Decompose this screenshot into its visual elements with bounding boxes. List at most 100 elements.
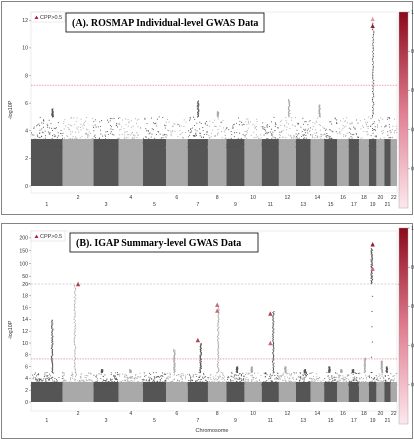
pb-snp-point [51, 384, 54, 386]
pb-snp-point [295, 372, 297, 374]
pa-snp-point [247, 129, 249, 132]
pa-chr-13-band [295, 139, 311, 186]
pb-snp-point [210, 384, 212, 387]
pa-snp-point [65, 125, 67, 127]
pa-snp-point [302, 134, 304, 136]
pa-snp-point [179, 139, 182, 141]
pa-snp-point [235, 122, 238, 124]
pb-snp-point [200, 378, 203, 381]
pa-snp-point [247, 141, 249, 143]
pb-snp-point [51, 368, 53, 370]
pa-snp-point [260, 134, 262, 136]
pb-snp-point [99, 383, 101, 385]
pb-snp-point [62, 372, 64, 374]
pb-snp-point [186, 373, 188, 375]
pb-chr-9-points [226, 366, 245, 402]
pb-snp-point [129, 369, 131, 371]
pa-snp-point [369, 144, 371, 146]
pa-chr-15-band [324, 139, 338, 186]
pa-snp-point [68, 128, 70, 130]
pa-snp-point [182, 140, 184, 142]
pb-snp-point [256, 380, 258, 382]
pa-snp-point [226, 127, 228, 129]
pb-snp-point [74, 302, 76, 304]
pa-snp-point [174, 123, 176, 125]
pb-snp-point [115, 378, 117, 380]
pb-snp-point [74, 354, 76, 356]
pa-snp-point [135, 122, 138, 124]
pa-snp-point [196, 105, 198, 107]
pb-snp-point [167, 376, 169, 378]
pb-snp-point [305, 383, 307, 385]
pa-snp-point [154, 142, 156, 144]
pa-snp-point [209, 138, 211, 141]
pb-snp-point [172, 384, 175, 386]
pa-snp-point [223, 145, 226, 147]
pb-snp-point [74, 311, 76, 313]
pa-snp-point [184, 142, 186, 144]
pa-snp-point [200, 136, 203, 138]
pb-snp-point [242, 383, 244, 386]
pa-snp-point [376, 146, 378, 148]
pb-snp-point [272, 319, 274, 321]
pb-snp-point [168, 383, 171, 385]
pa-snp-point [226, 140, 228, 142]
pa-snp-point [47, 131, 49, 133]
pa-snp-point [136, 119, 138, 121]
pa-snp-point [297, 138, 299, 140]
pa-snp-point [287, 144, 289, 146]
pa-snp-point [170, 140, 172, 142]
pb-snp-point [321, 383, 323, 385]
pa-snp-point [279, 134, 281, 136]
pa-chr-label-8: 8 [216, 195, 219, 201]
pa-snp-point [40, 144, 42, 146]
pa-chr-19-points [368, 22, 377, 186]
pb-snp-point [288, 381, 290, 383]
pb-snp-point [238, 373, 240, 375]
pa-snp-point [64, 145, 66, 147]
pa-snp-point [33, 126, 35, 128]
pb-snp-point [274, 374, 276, 377]
pa-snp-point [148, 139, 151, 141]
pa-snp-point [44, 137, 47, 139]
pb-snp-point [68, 382, 70, 384]
pb-snp-point [232, 380, 234, 382]
pa-snp-point [371, 51, 374, 53]
pb-snp-point [153, 376, 155, 378]
pa-snp-point [224, 135, 226, 137]
pa-snp-point [53, 145, 55, 147]
pa-snp-point [48, 146, 50, 148]
pa-snp-point [84, 139, 86, 141]
pb-snp-point [123, 384, 125, 387]
pa-snp-point [182, 136, 184, 138]
pa-snp-point [204, 122, 206, 124]
pa-snp-point [158, 140, 160, 142]
pb-snp-point [133, 380, 135, 382]
pa-snp-point [317, 117, 319, 119]
pb-snp-point [101, 384, 104, 387]
pb-snp-point [153, 380, 155, 382]
pa-snp-point [271, 143, 273, 145]
pb-snp-point [173, 371, 175, 373]
pa-snp-point [372, 62, 375, 64]
pa-snp-point [372, 111, 374, 113]
pb-snp-point [212, 384, 214, 386]
pb-snp-point [70, 377, 72, 379]
pa-snp-point [372, 63, 374, 66]
pb-snp-point [206, 381, 209, 383]
pb-snp-point [169, 381, 171, 383]
pa-snp-point [373, 142, 375, 144]
pa-snp-point [131, 126, 133, 128]
pb-snp-point [266, 383, 268, 385]
pa-snp-point [77, 126, 79, 128]
pb-snp-point [246, 376, 248, 378]
pb-ytick-label: 50 [22, 274, 28, 280]
panel-a-ylabel: -log10P [8, 100, 14, 119]
pb-snp-point [247, 372, 250, 374]
pb-snp-point [167, 377, 169, 379]
pb-snp-point [209, 380, 211, 382]
pb-snp-point [102, 379, 104, 381]
pa-snp-point [180, 145, 182, 147]
pa-snp-point [246, 124, 248, 126]
pb-snp-point [52, 381, 54, 383]
